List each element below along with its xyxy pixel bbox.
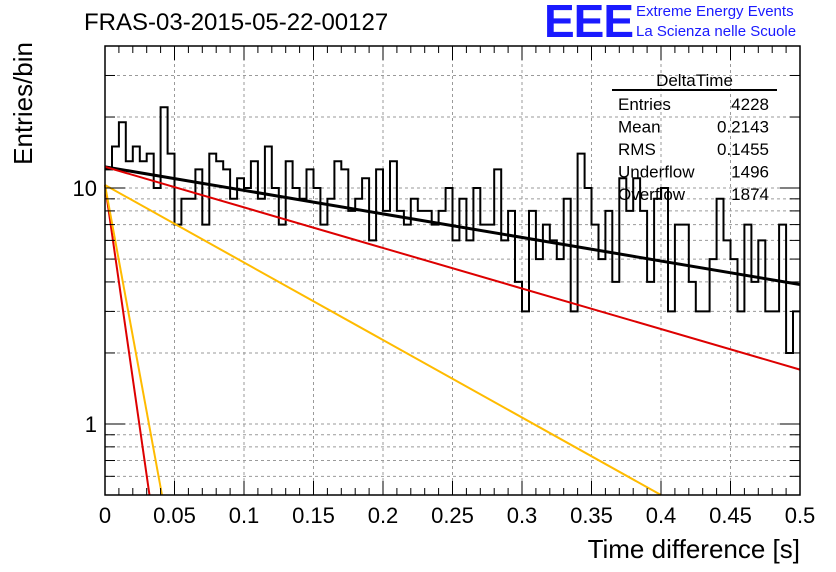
histogram-series — [105, 106, 800, 354]
x-tick-label: 0 — [99, 503, 111, 528]
fit-line-fast-component — [104, 184, 151, 496]
fit-line-slow-component — [104, 165, 801, 371]
fit-lines — [104, 165, 801, 496]
stats-value: 1874 — [731, 185, 769, 204]
stats-label: Overflow — [618, 185, 686, 204]
x-tick-label: 0.35 — [570, 503, 613, 528]
x-tick-label: 0.5 — [785, 503, 816, 528]
stats-title: DeltaTime — [656, 71, 733, 90]
stats-value: 1496 — [731, 163, 769, 182]
stats-value: 4228 — [731, 95, 769, 114]
stats-label: RMS — [618, 140, 656, 159]
eee-logo: EEE — [544, 0, 634, 47]
y-axis-title: Entries/bin — [8, 42, 38, 165]
axes: 0 0.05 0.1 0.15 0.2 0.25 0.3 0.35 0.4 0.45 0.5 1 10 T… — [8, 42, 815, 564]
grid — [105, 46, 800, 495]
x-tick-label: 0.2 — [368, 503, 399, 528]
fit-line-total — [104, 165, 801, 287]
x-tick-label: 0.25 — [431, 503, 474, 528]
stats-label: Mean — [618, 118, 661, 137]
y-tick-label: 10 — [73, 176, 97, 201]
x-tick-label: 0.15 — [292, 503, 335, 528]
x-tick-label: 0.05 — [153, 503, 196, 528]
brand-line-2: La Scienza nelle Scuole — [636, 23, 797, 40]
fit-line-fast-amber — [104, 184, 163, 496]
x-tick-label: 0.4 — [646, 503, 677, 528]
x-tick-label: 0.3 — [507, 503, 538, 528]
stats-value: 0.2143 — [717, 118, 769, 137]
histogram-line — [105, 106, 800, 354]
stats-label: Entries — [618, 95, 671, 114]
stats-label: Underflow — [618, 163, 695, 182]
x-tick-label: 0.1 — [229, 503, 260, 528]
stats-box: DeltaTime Entries 4228 Mean 0.2143 RMS 0.1455 U… — [612, 71, 777, 204]
chart-title: FRAS-03-2015-05-22-00127 — [84, 9, 389, 36]
x-axis-title: Time difference [s] — [588, 534, 800, 564]
brand-line-1: Extreme Energy Events — [636, 3, 794, 20]
fit-line-slow-amber — [104, 184, 662, 496]
x-tick-label: 0.45 — [709, 503, 752, 528]
stats-value: 0.1455 — [717, 140, 769, 159]
y-tick-label: 1 — [85, 412, 97, 437]
